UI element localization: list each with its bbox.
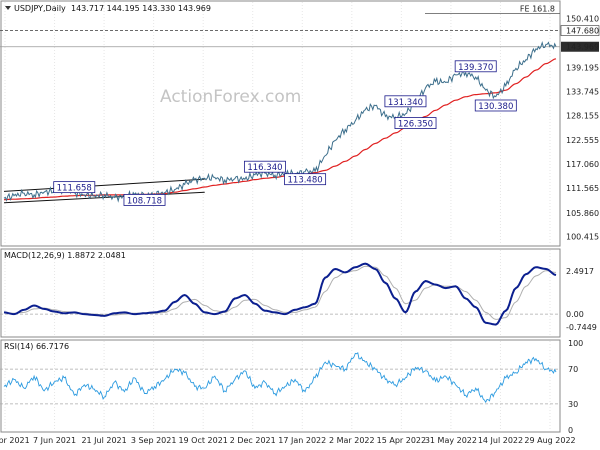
macd-ytick-label: 2.4917 (566, 267, 594, 276)
level-annotation-label: 108.718 (127, 196, 162, 206)
level-annotation-box (454, 60, 497, 73)
dropdown-triangle-icon[interactable] (5, 6, 11, 10)
price-ytick-label: 133.745 (566, 87, 599, 96)
x-tick-label: 7 Jun 2021 (33, 436, 76, 445)
level-annotation-box (474, 99, 517, 112)
rsi-panel (0, 339, 561, 433)
price-ytick-label: 143.969 (566, 43, 599, 52)
rsi-header: RSI(14) 66.7176 (4, 342, 69, 351)
level-annotation-box (384, 95, 427, 108)
macd-ytick-label: -0.7449 (566, 323, 597, 332)
price-ytick-label: 122.555 (566, 136, 599, 145)
trendline (3, 191, 205, 204)
price-ytick-label: 147.680 (566, 27, 599, 36)
rsi-ytick-label: 100 (568, 339, 583, 348)
fe-label: FE 161.8 (520, 4, 555, 13)
x-tick-label: 21 Jul 2021 (81, 436, 126, 445)
level-annotation-label: 131.340 (388, 98, 423, 108)
price-ytick-label: 128.155 (566, 112, 599, 121)
macd-panel (0, 248, 561, 338)
macd-line (3, 262, 557, 326)
x-tick-label: 29 Aug 2022 (524, 436, 575, 445)
level-annotation-label: 139.370 (458, 63, 493, 73)
rsi-ytick-label: 70 (568, 365, 578, 374)
macd-ytick-label: 0.00 (566, 310, 584, 319)
level-annotation-box (284, 173, 327, 186)
price-ytick-label: 117.060 (566, 160, 599, 169)
level-annotation-box (394, 117, 437, 129)
price-ytick-label: 139.195 (566, 64, 599, 73)
trendline (3, 178, 205, 192)
price-ytick-label: 100.415 (566, 233, 599, 242)
current-price-box (561, 41, 599, 52)
level-annotation-label: 116.340 (247, 163, 282, 173)
x-tick-label: 15 Apr 2022 (377, 436, 426, 445)
level-annotation-label: 111.658 (57, 184, 92, 194)
level-annotation-box (53, 181, 96, 194)
level-annotation-box (123, 194, 166, 206)
level-annotation-box (243, 160, 286, 173)
x-tick-label: 22 Apr 2021 (0, 436, 30, 445)
price-series-line (3, 40, 557, 203)
level-annotation-label: 126.350 (398, 120, 433, 130)
level-annotation-label: 130.380 (478, 102, 513, 112)
x-tick-label: 19 Oct 2021 (178, 436, 227, 445)
price-ytick-label: 150.410 (566, 15, 599, 24)
level-annotation-label: 113.480 (288, 176, 323, 186)
rsi-ytick-label: 30 (568, 400, 578, 409)
x-tick-label: 3 Sep 2021 (131, 436, 177, 445)
macd-header: MACD(12,26,9) 1.8872 2.0481 (4, 251, 126, 260)
ohlc-values: 143.717 144.195 143.330 143.969 (71, 4, 211, 13)
watermark: ActionForex.com (160, 87, 301, 107)
price-ytick-label: 111.565 (566, 184, 599, 193)
ytick-box (560, 25, 600, 36)
x-tick-label: 14 Jul 2022 (478, 436, 523, 445)
symbol-label: USDJPY,Daily (14, 4, 66, 13)
price-ytick-label: 105.860 (566, 209, 599, 218)
x-tick-label: 31 May 2022 (425, 436, 477, 445)
rsi-ytick-label: 0 (568, 426, 573, 435)
rsi-line (3, 352, 557, 404)
x-tick-label: 2 Mar 2022 (329, 436, 375, 445)
price-panel (0, 0, 561, 247)
x-tick-label: 2 Dec 2021 (230, 436, 276, 445)
x-tick-label: 17 Jan 2022 (278, 436, 326, 445)
